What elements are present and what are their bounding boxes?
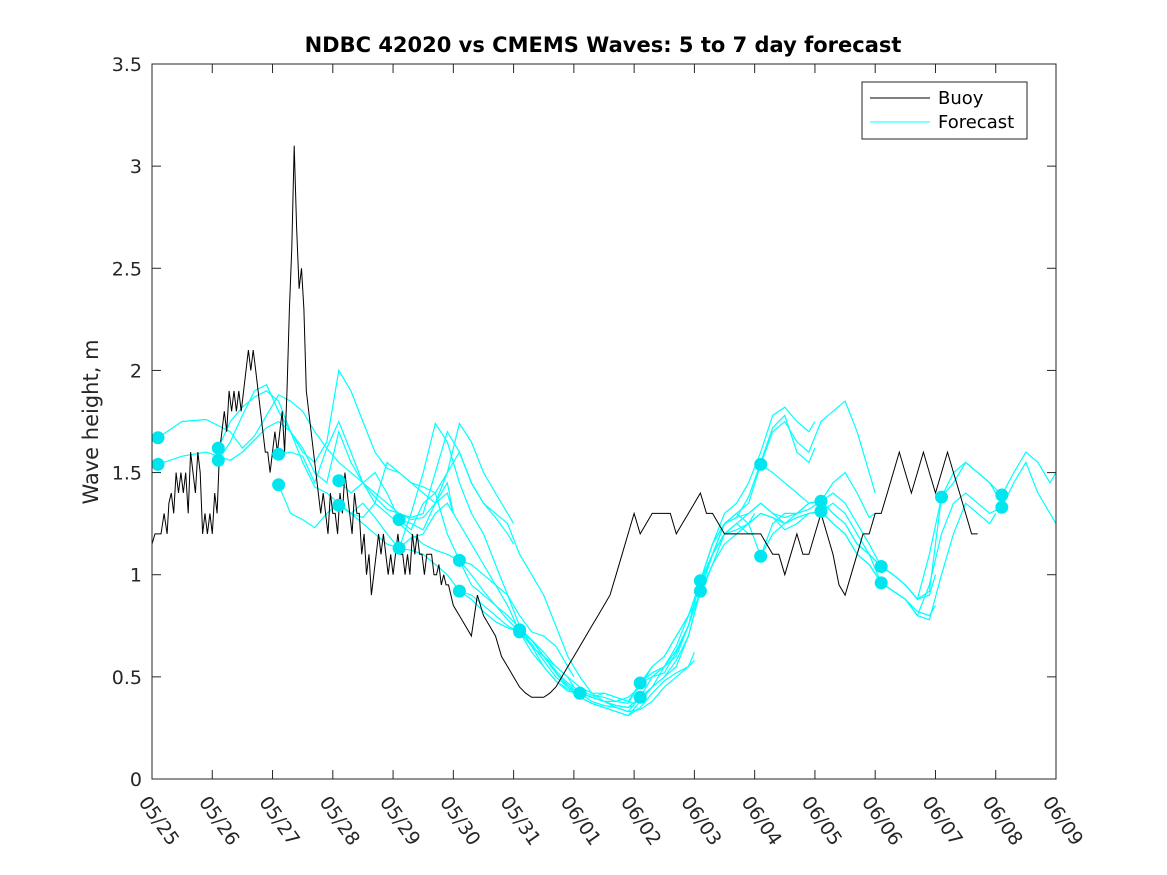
data-layer <box>152 145 1056 717</box>
y-tick-label: 2.5 <box>112 258 142 280</box>
forecast-series-line-21 <box>760 451 1056 601</box>
plot-area: 00.511.522.533.505/25 05/26 05/27 05/28 05/2… <box>112 54 1088 850</box>
buoy-series-line <box>152 145 978 698</box>
legend-box <box>861 81 1028 140</box>
axes-background <box>152 64 1056 779</box>
y-tick-label: 3.5 <box>112 54 142 76</box>
forecast-series-line-2 <box>157 420 454 519</box>
forecast-marker-7 <box>332 474 346 488</box>
forecast-marker-11 <box>452 553 466 567</box>
forecast-marker-8 <box>332 498 346 512</box>
legend-forecast-label: Forecast <box>938 112 1014 133</box>
forecast-marker-27 <box>935 490 948 504</box>
forecast-marker-29 <box>995 500 1009 514</box>
forecast-marker-20 <box>693 584 707 598</box>
forecast-series-line-22 <box>760 461 1056 617</box>
axes-box <box>151 63 1057 780</box>
forecast-marker-18 <box>633 690 647 704</box>
legend-buoy-label: Buoy <box>938 88 984 109</box>
axis-ticks <box>151 63 1057 780</box>
forecast-marker-26 <box>874 576 888 590</box>
forecast-marker-2 <box>152 457 165 471</box>
forecast-marker-16 <box>573 686 587 700</box>
forecast-series-line-10 <box>398 502 695 717</box>
forecast-marker-9 <box>392 513 406 527</box>
legend: Buoy Forecast <box>861 81 1028 140</box>
forecast-series-line-5 <box>278 419 575 678</box>
forecast-series-line-7 <box>338 471 635 704</box>
forecast-marker-1 <box>152 431 165 445</box>
forecast-marker-3 <box>211 441 225 455</box>
forecast-marker-10 <box>392 541 406 555</box>
y-tick-label: 0 <box>130 769 142 791</box>
forecast-marker-25 <box>874 560 888 573</box>
forecast-marker-17 <box>633 676 647 690</box>
y-tick-label: 2 <box>130 360 142 382</box>
forecast-marker-21 <box>754 457 768 471</box>
y-tick-label: 1 <box>130 565 142 587</box>
forecast-series-line-9 <box>398 450 695 713</box>
y-tick-label: 0.5 <box>112 667 142 689</box>
forecast-marker-12 <box>452 584 466 598</box>
forecast-marker-23 <box>814 494 828 508</box>
y-axis-label: Wave height, m <box>79 339 103 504</box>
forecast-marker-22 <box>754 549 768 563</box>
forecast-marker-5 <box>272 447 286 461</box>
forecast-series-line-15 <box>579 400 876 703</box>
forecast-marker-14 <box>513 625 527 639</box>
forecast-marker-24 <box>814 504 828 518</box>
y-tick-label: 1.5 <box>112 463 142 485</box>
forecast-marker-19 <box>693 574 707 588</box>
forecast-series-line-3 <box>217 368 515 524</box>
forecast-series-line-13 <box>519 406 816 705</box>
forecast-marker-4 <box>211 453 225 467</box>
forecast-series-line-14 <box>519 414 816 709</box>
chart-title: NDBC 42020 vs CMEMS Waves: 5 to 7 day fo… <box>305 33 902 57</box>
forecast-marker-6 <box>272 478 286 492</box>
forecast-marker-28 <box>995 488 1009 502</box>
y-tick-label: 3 <box>130 156 142 178</box>
